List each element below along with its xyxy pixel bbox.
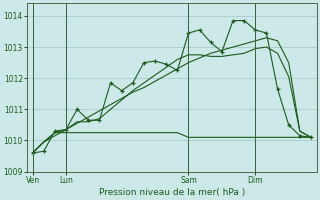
X-axis label: Pression niveau de la mer( hPa ): Pression niveau de la mer( hPa ) (99, 188, 245, 197)
